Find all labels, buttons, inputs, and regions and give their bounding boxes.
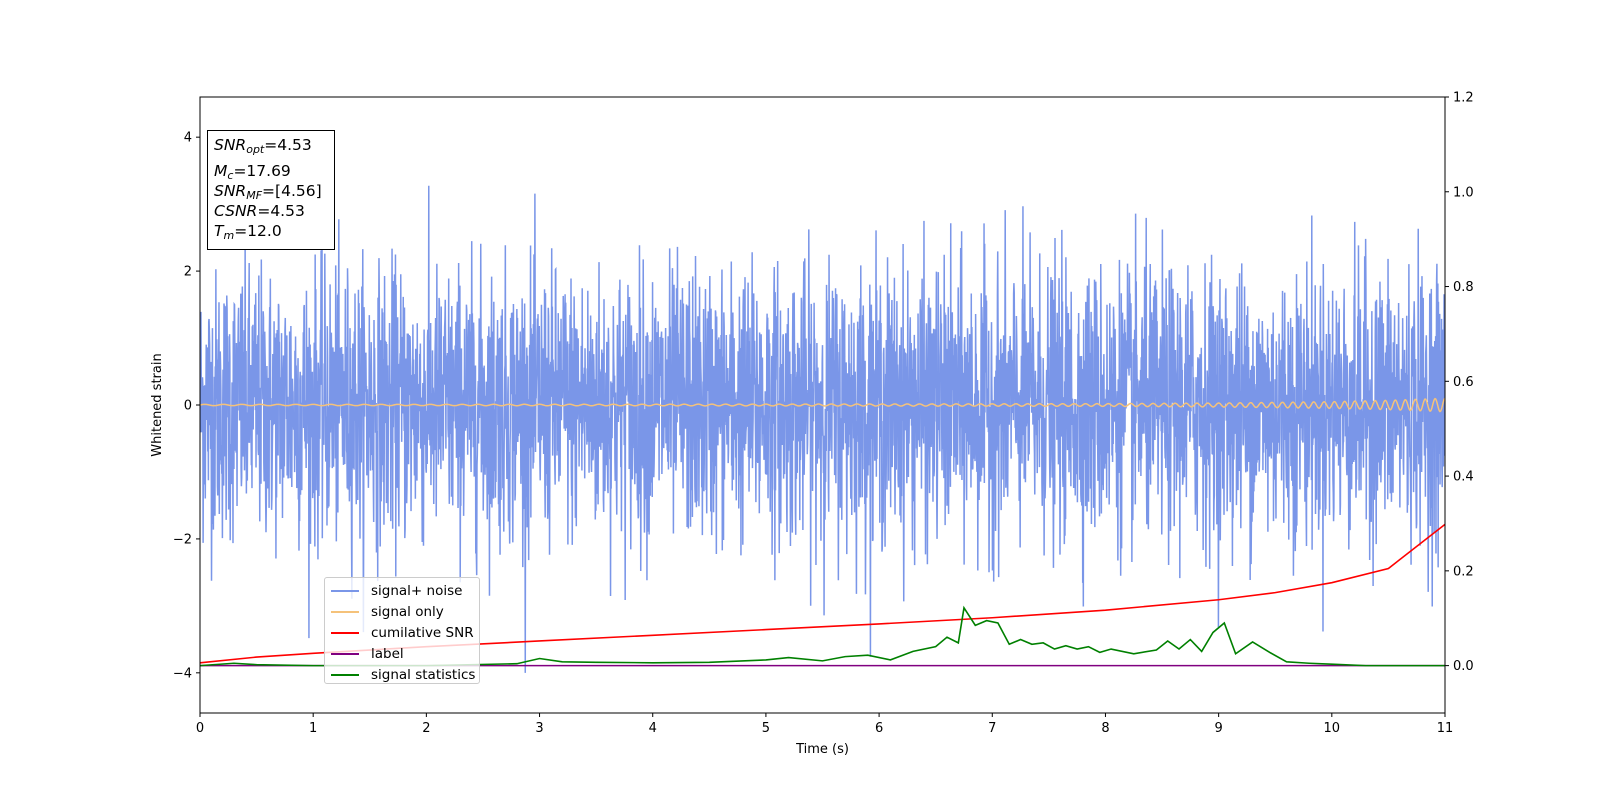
y2-tick-label: 0.0: [1453, 659, 1474, 674]
y-tick-label: −4: [173, 666, 192, 681]
y-tick-label: 2: [184, 265, 192, 280]
annotation-box: SNRopt=4.53 Mc=17.69 SNRMF=[4.56] CSNR=4…: [207, 130, 335, 250]
y-axis-label: Whitened strain: [150, 353, 165, 456]
x-tick-label: 6: [875, 721, 883, 736]
y-tick-label: −2: [173, 532, 192, 547]
legend-item-label: label: [331, 643, 479, 664]
x-tick-label: 9: [1214, 721, 1222, 736]
y2-tick-label: 1.0: [1453, 185, 1474, 200]
x-tick-label: 7: [988, 721, 996, 736]
legend-item-signal-statistics: signal statistics: [331, 664, 479, 685]
annotation-tm: Tm=12.0: [214, 222, 282, 242]
legend-swatch: [331, 652, 359, 655]
legend-swatch: [331, 610, 359, 613]
y-tick-label: 0: [184, 399, 192, 414]
y2-tick-label: 0.2: [1453, 564, 1474, 579]
y2-tick-label: 0.6: [1453, 375, 1474, 390]
x-tick-label: 0: [196, 721, 204, 736]
x-tick-label: 2: [422, 721, 430, 736]
x-tick-label: 3: [535, 721, 543, 736]
x-tick-label: 11: [1437, 721, 1454, 736]
annotation-snr-opt: SNRopt=4.53: [214, 136, 312, 156]
x-tick-label: 8: [1101, 721, 1109, 736]
x-tick-label: 1: [309, 721, 317, 736]
legend-swatch: [331, 589, 359, 592]
y2-tick-label: 0.8: [1453, 280, 1474, 295]
legend-item-cumulative-snr: cumilative SNR: [331, 622, 479, 643]
x-tick-label: 10: [1324, 721, 1341, 736]
series-signal-statistics-line: [200, 605, 1445, 667]
x-axis-label: Time (s): [795, 742, 849, 757]
annotation-csnr: CSNR=4.53: [214, 202, 305, 220]
legend-swatch: [331, 673, 359, 676]
y-tick-label: 4: [184, 131, 192, 146]
x-tick-label: 4: [649, 721, 657, 736]
legend-swatch: [331, 631, 359, 634]
y2-tick-label: 1.2: [1453, 91, 1474, 106]
series-signal-only-line: [200, 397, 1445, 413]
x-tick-label: 5: [762, 721, 770, 736]
y2-tick-label: 0.4: [1453, 470, 1474, 485]
annotation-mc: Mc=17.69: [214, 162, 291, 182]
legend-item-signal-only: signal only: [331, 601, 479, 622]
annotation-snr-mf: SNRMF=[4.56]: [214, 182, 322, 202]
legend: signal+ noise signal only cumilative SNR…: [324, 577, 480, 684]
series-signal-noise-line: [200, 185, 1445, 673]
legend-item-signal-noise: signal+ noise: [331, 580, 479, 601]
